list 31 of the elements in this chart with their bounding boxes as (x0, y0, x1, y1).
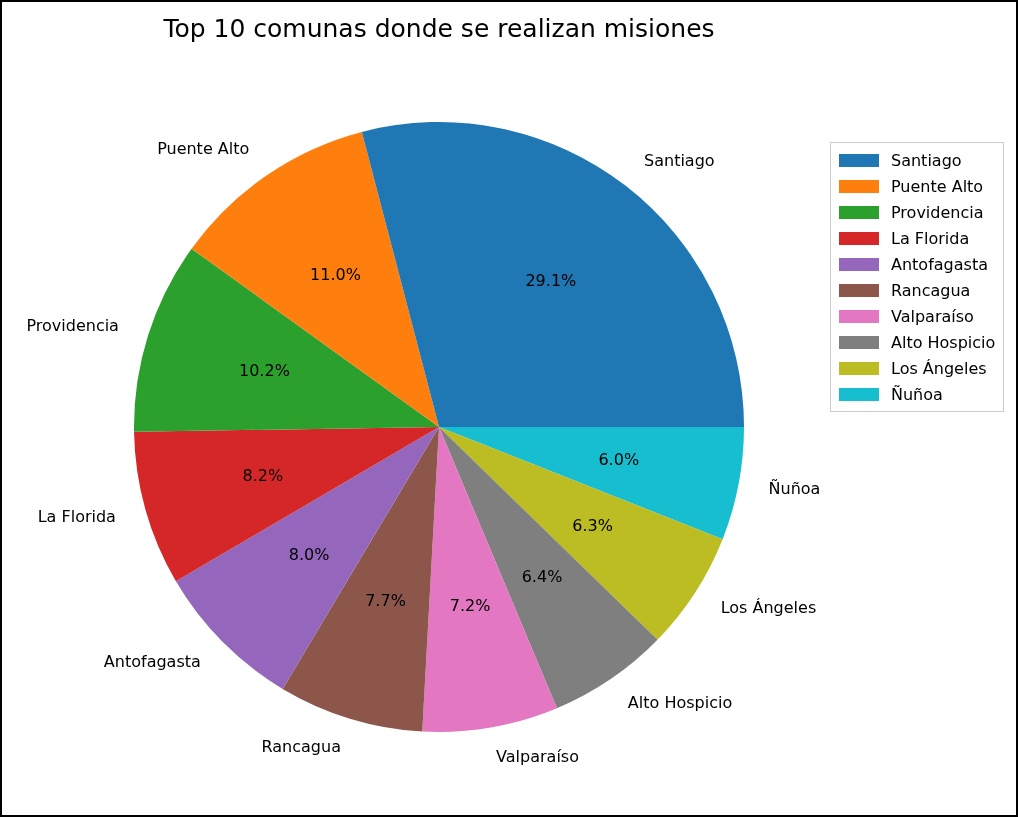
legend-label: Los Ángeles (891, 358, 987, 378)
slice-label: Puente Alto (157, 139, 250, 159)
data-label: 10.2% (239, 361, 290, 381)
legend-label: Alto Hospicio (891, 332, 996, 352)
legend-label: La Florida (891, 228, 970, 248)
legend-label: Rancagua (891, 280, 971, 300)
data-label: 6.3% (572, 515, 613, 535)
data-label: 8.0% (288, 545, 330, 565)
data-label: 8.2% (242, 465, 284, 485)
data-label: 7.7% (365, 591, 406, 611)
data-label: 6.0% (598, 450, 640, 470)
legend-label: Valparaíso (891, 306, 974, 326)
slice-label: Alto Hospicio (627, 693, 733, 713)
chart-title: Top 10 comunas donde se realizan misiones (162, 14, 716, 43)
slice-label: Valparaíso (496, 746, 579, 766)
data-label: 7.2% (449, 596, 491, 616)
legend-label: Providencia (891, 202, 984, 222)
slice-label: Ñuñoa (768, 478, 821, 498)
legend-label: Antofagasta (891, 254, 988, 274)
slice-label: Antofagasta (103, 652, 201, 672)
legend-label: Santiago (891, 150, 962, 170)
data-label: 6.4% (521, 567, 563, 587)
legend-label: Ñuñoa (891, 384, 943, 404)
slice-label: La Florida (37, 506, 116, 526)
slice-label: Santiago (644, 150, 715, 170)
data-label: 11.0% (310, 265, 361, 285)
legend-label: Puente Alto (891, 176, 984, 196)
slice-label: Los Ángeles (720, 598, 817, 618)
slice-label: Rancagua (261, 737, 341, 757)
data-label: 29.1% (525, 271, 577, 291)
slice-label: Providencia (26, 315, 119, 335)
